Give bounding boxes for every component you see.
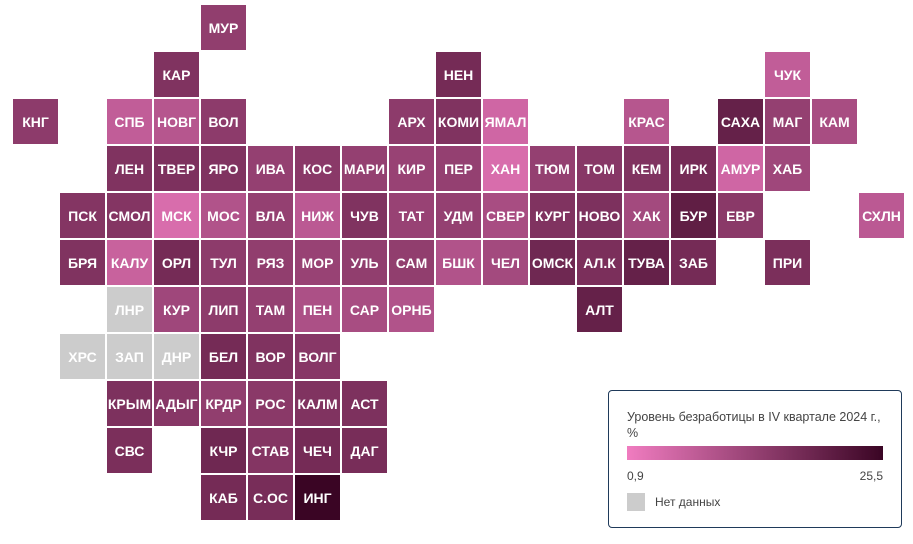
region-tile[interactable]: ЗАП — [107, 334, 152, 379]
region-tile[interactable]: ТАТ — [389, 193, 434, 238]
region-tile[interactable]: ОРЛ — [154, 240, 199, 285]
region-tile[interactable]: ТУЛ — [201, 240, 246, 285]
region-tile[interactable]: ИВА — [248, 146, 293, 191]
region-tile[interactable]: ХАБ — [765, 146, 810, 191]
region-tile[interactable]: ТАМ — [248, 287, 293, 332]
region-tile[interactable]: ДНР — [154, 334, 199, 379]
region-tile[interactable]: ЯРО — [201, 146, 246, 191]
region-tile[interactable]: КРАС — [624, 99, 669, 144]
region-tile[interactable]: САР — [342, 287, 387, 332]
region-tile[interactable]: ИРК — [671, 146, 716, 191]
region-tile[interactable]: АМУР — [718, 146, 763, 191]
region-tile[interactable]: СТАВ — [248, 428, 293, 473]
region-tile[interactable]: МАГ — [765, 99, 810, 144]
region-tile[interactable]: САМ — [389, 240, 434, 285]
region-tile[interactable]: ОРНБ — [389, 287, 434, 332]
region-tile[interactable]: СВЕР — [483, 193, 528, 238]
region-tile[interactable]: МОР — [295, 240, 340, 285]
region-tile[interactable]: МАРИ — [342, 146, 387, 191]
region-tile[interactable]: ПЕР — [436, 146, 481, 191]
region-tile[interactable]: КОМИ — [436, 99, 481, 144]
region-tile[interactable]: КАР — [154, 52, 199, 97]
legend-max-label: 25,5 — [859, 469, 883, 483]
region-tile[interactable]: УДМ — [436, 193, 481, 238]
region-tile[interactable]: СПБ — [107, 99, 152, 144]
region-tile[interactable]: КЧР — [201, 428, 246, 473]
region-tile[interactable]: САХА — [718, 99, 763, 144]
region-tile[interactable]: ТУВА — [624, 240, 669, 285]
region-tile[interactable]: ЧУВ — [342, 193, 387, 238]
region-tile[interactable]: ПЕН — [295, 287, 340, 332]
region-tile[interactable]: ВОЛ — [201, 99, 246, 144]
region-tile[interactable]: БРЯ — [60, 240, 105, 285]
region-tile[interactable]: ЛИП — [201, 287, 246, 332]
region-tile[interactable]: КНГ — [13, 99, 58, 144]
region-tile[interactable]: НОВО — [577, 193, 622, 238]
legend-min-label: 0,9 — [627, 469, 644, 483]
region-tile[interactable]: ЕВР — [718, 193, 763, 238]
region-tile[interactable]: АЛТ — [577, 287, 622, 332]
region-tile[interactable]: КУР — [154, 287, 199, 332]
region-tile[interactable]: СВС — [107, 428, 152, 473]
region-tile[interactable]: ИНГ — [295, 475, 340, 520]
region-tile[interactable]: КИР — [389, 146, 434, 191]
region-tile[interactable]: КАЛМ — [295, 381, 340, 426]
region-tile[interactable]: ПСК — [60, 193, 105, 238]
region-tile[interactable]: ЛЕН — [107, 146, 152, 191]
legend-nodata-swatch — [627, 493, 645, 511]
region-tile[interactable]: МУР — [201, 5, 246, 50]
region-tile[interactable]: АРХ — [389, 99, 434, 144]
region-tile[interactable]: ТОМ — [577, 146, 622, 191]
region-tile[interactable]: КРЫМ — [107, 381, 152, 426]
region-tile[interactable]: ЧУК — [765, 52, 810, 97]
legend-title: Уровень безработицы в IV квартале 2024 г… — [627, 410, 881, 440]
region-tile[interactable]: КАБ — [201, 475, 246, 520]
region-tile[interactable]: АДЫГ — [154, 381, 199, 426]
region-tile[interactable]: НЕН — [436, 52, 481, 97]
region-tile[interactable]: КАЛУ — [107, 240, 152, 285]
region-tile[interactable]: ВОЛГ — [295, 334, 340, 379]
region-tile[interactable]: ХРС — [60, 334, 105, 379]
region-tile[interactable]: СМОЛ — [107, 193, 152, 238]
region-tile[interactable]: МОС — [201, 193, 246, 238]
region-tile[interactable]: БЕЛ — [201, 334, 246, 379]
region-tile[interactable]: УЛЬ — [342, 240, 387, 285]
region-tile[interactable]: КРДР — [201, 381, 246, 426]
region-tile[interactable]: ЛНР — [107, 287, 152, 332]
region-tile[interactable]: БШК — [436, 240, 481, 285]
region-tile[interactable]: ХАН — [483, 146, 528, 191]
region-tile[interactable]: ЧЕЧ — [295, 428, 340, 473]
region-tile[interactable]: РОС — [248, 381, 293, 426]
region-tile[interactable]: КЕМ — [624, 146, 669, 191]
region-tile[interactable]: РЯЗ — [248, 240, 293, 285]
region-tile[interactable]: МСК — [154, 193, 199, 238]
region-tile[interactable]: ЧЕЛ — [483, 240, 528, 285]
region-tile[interactable]: ХАК — [624, 193, 669, 238]
region-tile[interactable]: ПРИ — [765, 240, 810, 285]
region-tile[interactable]: ЗАБ — [671, 240, 716, 285]
legend-nodata-label: Нет данных — [655, 495, 721, 509]
region-tile[interactable]: АСТ — [342, 381, 387, 426]
legend: Уровень безработицы в IV квартале 2024 г… — [608, 390, 902, 528]
region-tile[interactable]: ТЮМ — [530, 146, 575, 191]
region-tile[interactable]: БУР — [671, 193, 716, 238]
region-tile[interactable]: ЯМАЛ — [483, 99, 528, 144]
region-tile[interactable]: ТВЕР — [154, 146, 199, 191]
region-tile[interactable]: АЛ.К — [577, 240, 622, 285]
region-tile[interactable]: ОМСК — [530, 240, 575, 285]
region-tile[interactable]: ВОР — [248, 334, 293, 379]
region-tile[interactable]: КАМ — [812, 99, 857, 144]
region-tile[interactable]: ДАГ — [342, 428, 387, 473]
region-tile[interactable]: КУРГ — [530, 193, 575, 238]
region-tile[interactable]: ВЛА — [248, 193, 293, 238]
legend-gradient-bar — [627, 446, 883, 460]
region-tile[interactable]: С.ОС — [248, 475, 293, 520]
region-tile[interactable]: КОС — [295, 146, 340, 191]
region-tile[interactable]: НИЖ — [295, 193, 340, 238]
region-tile[interactable]: НОВГ — [154, 99, 199, 144]
region-tile[interactable]: СХЛН — [859, 193, 904, 238]
